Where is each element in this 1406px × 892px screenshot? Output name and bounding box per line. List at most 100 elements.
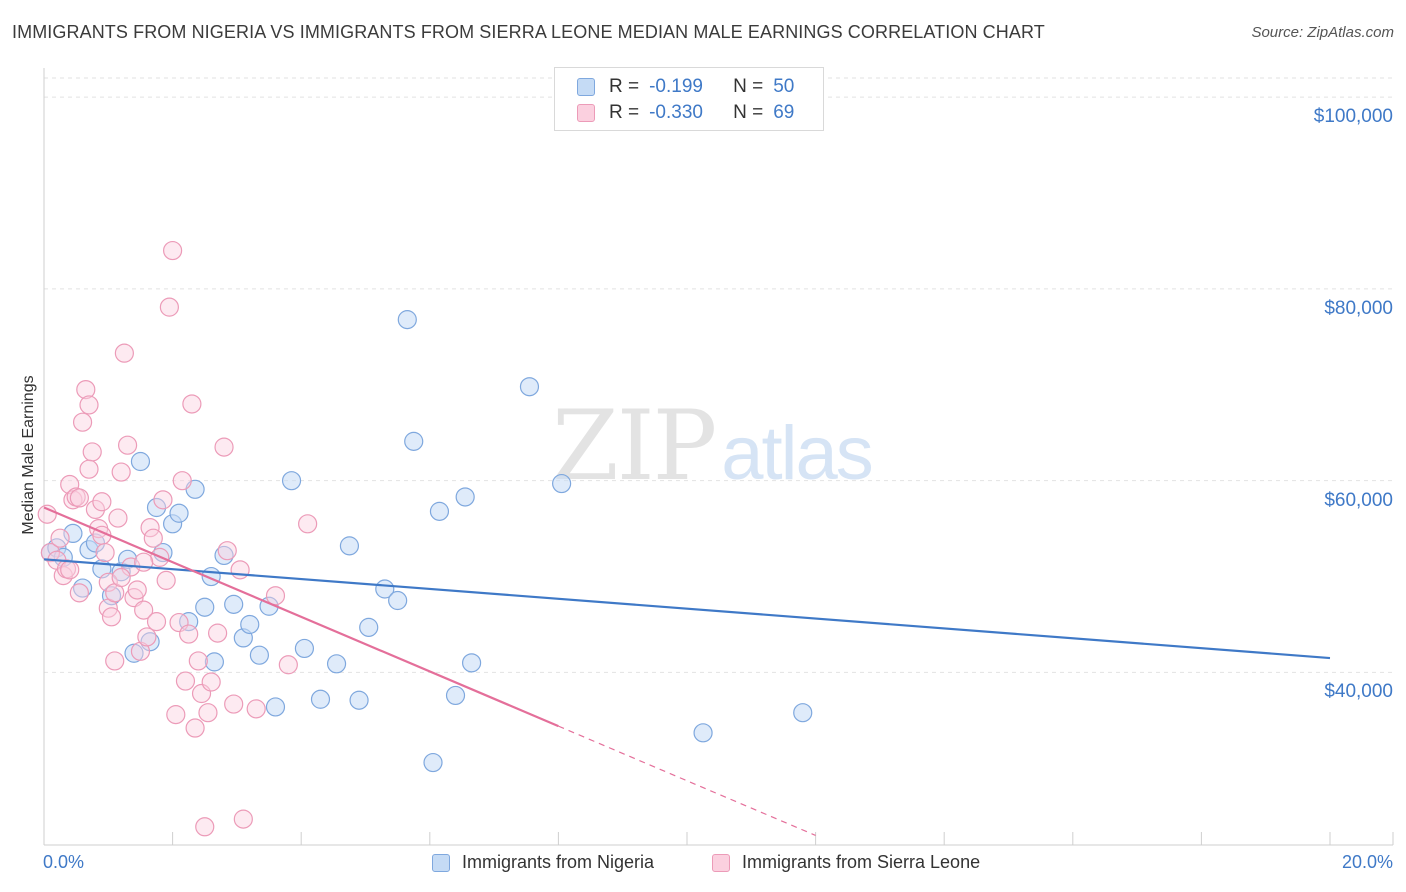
sierra-leone-point: [195, 817, 215, 837]
nigeria-point: [224, 594, 244, 614]
bottom-legend-nigeria[interactable]: Immigrants from Nigeria: [432, 852, 654, 873]
sierra-leone-trend-line-extension: [558, 725, 816, 836]
watermark-atlas: atlas: [721, 411, 874, 496]
bottom-legend-nigeria-label: Immigrants from Nigeria: [462, 852, 655, 872]
sierra-leone-point: [185, 718, 205, 738]
nigeria-point: [240, 614, 260, 635]
bottom-legend-sierra-leone-label: Immigrants from Sierra Leone: [742, 852, 981, 872]
legend-row-nigeria: R = -0.199 N = 50: [577, 75, 794, 99]
nigeria-point: [85, 533, 106, 553]
nigeria-point: [204, 652, 224, 672]
sierra-leone-swatch: [577, 104, 595, 122]
sierra-leone-point: [278, 655, 298, 675]
nigeria-point: [265, 697, 286, 717]
nigeria-point: [281, 471, 302, 491]
nigeria-point: [693, 723, 713, 743]
nigeria-point: [359, 617, 379, 637]
r-label: R =: [609, 102, 640, 123]
sierra-leone-point: [69, 488, 89, 508]
sierra-leone-point: [95, 542, 115, 563]
nigeria-trend-line: [43, 558, 1331, 660]
y-axis-label: Median Male Earnings: [20, 375, 37, 535]
sierra-leone-point: [60, 474, 80, 495]
watermark-zip: ZIP: [552, 390, 717, 502]
sierra-leone-point: [101, 607, 122, 627]
sierra-leone-point: [298, 514, 318, 534]
sierra-leone-point: [69, 583, 89, 603]
nigeria-point: [519, 377, 540, 397]
sierra-leone-point: [246, 699, 266, 719]
sierra-leone-point: [108, 508, 128, 528]
sierra-leone-trend-line: [43, 506, 559, 728]
sierra-leone-swatch: [712, 853, 730, 872]
nigeria-point: [326, 654, 347, 674]
y-tick-label: $100,000: [1313, 106, 1393, 128]
nigeria-swatch: [577, 78, 595, 96]
sierra-leone-point: [166, 705, 186, 725]
n-value: 69: [773, 102, 795, 123]
sierra-leone-point: [208, 623, 228, 643]
sierra-leone-point: [40, 542, 61, 563]
nigeria-point: [146, 497, 167, 518]
nigeria-point: [429, 501, 450, 521]
nigeria-point: [169, 503, 189, 523]
correlation-legend: R = -0.199 N = 50 R = -0.330 N = 69: [554, 67, 824, 131]
nigeria-point: [455, 487, 475, 507]
sierra-leone-point: [143, 528, 163, 548]
sierra-leone-point: [50, 528, 70, 548]
y-tick-label: $40,000: [1324, 681, 1393, 703]
sierra-leone-point: [98, 572, 118, 592]
sierra-leone-point: [233, 809, 253, 829]
x-tick-label-max: 20.0%: [1341, 852, 1393, 872]
nigeria-point: [552, 473, 572, 494]
r-value: -0.199: [649, 76, 703, 97]
source-note: Source: ZipAtlas.com: [1251, 24, 1394, 41]
watermark: ZIPatlas: [552, 398, 874, 496]
sierra-leone-point: [172, 471, 192, 491]
sierra-leone-point: [79, 395, 99, 415]
sierra-leone-point: [175, 671, 196, 691]
y-tick-label: $80,000: [1324, 297, 1393, 319]
sierra-leone-point: [201, 672, 221, 692]
sierra-leone-point: [146, 612, 167, 632]
nigeria-point: [117, 549, 138, 569]
sierra-leone-point: [217, 541, 237, 561]
sierra-leone-point: [134, 600, 154, 620]
nigeria-point: [195, 597, 215, 617]
bottom-legend-sierra-leone[interactable]: Immigrants from Sierra Leone: [712, 852, 980, 873]
nigeria-point: [404, 431, 424, 451]
sierra-leone-point: [92, 492, 112, 512]
nigeria-point: [445, 685, 466, 706]
nigeria-point: [397, 310, 417, 330]
sierra-leone-point: [156, 570, 176, 590]
sierra-leone-point: [117, 435, 138, 455]
sierra-leone-point: [82, 442, 102, 462]
nigeria-point: [294, 638, 315, 659]
nigeria-point: [461, 653, 482, 673]
n-label: N =: [733, 102, 764, 123]
legend-row-sierra-leone: R = -0.330 N = 69: [577, 101, 794, 125]
sierra-leone-point: [230, 560, 250, 580]
sierra-leone-point: [76, 379, 96, 400]
n-value: 50: [773, 76, 795, 97]
sierra-leone-point: [163, 240, 183, 261]
r-label: R =: [609, 76, 640, 97]
nigeria-swatch: [432, 853, 450, 872]
sierra-leone-point: [130, 641, 151, 661]
nigeria-point: [388, 590, 408, 611]
sierra-leone-point: [72, 412, 93, 432]
y-tick-label: $60,000: [1324, 489, 1393, 511]
sierra-leone-point: [111, 567, 131, 588]
sierra-leone-point: [179, 624, 199, 644]
n-label: N =: [733, 76, 764, 97]
chart-title: IMMIGRANTS FROM NIGERIA VS IMMIGRANTS FR…: [12, 22, 1045, 42]
nigeria-point: [130, 451, 151, 472]
nigeria-point: [63, 523, 83, 544]
sierra-leone-point: [85, 499, 106, 520]
sierra-leone-point: [60, 560, 80, 580]
nigeria-point: [249, 645, 270, 665]
sierra-leone-point: [140, 518, 160, 538]
sierra-leone-point: [214, 437, 234, 457]
nigeria-point: [310, 689, 331, 709]
